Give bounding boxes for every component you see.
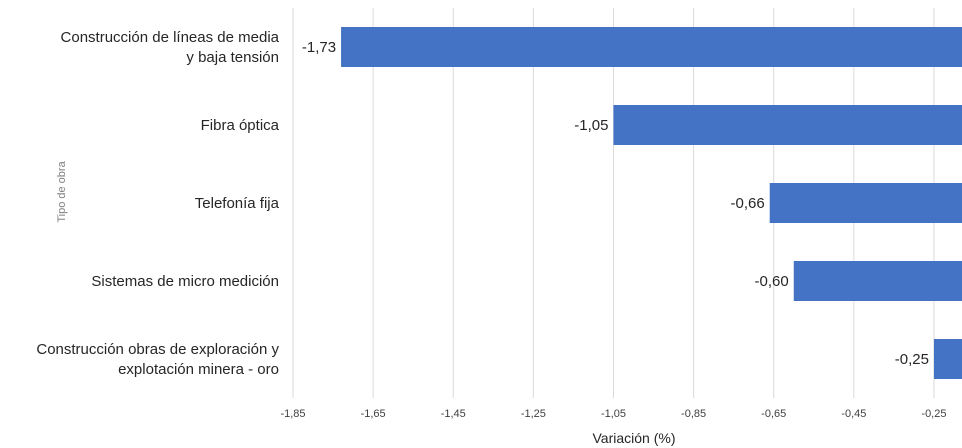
bar bbox=[793, 261, 962, 301]
category-label: Telefonía fija bbox=[195, 195, 280, 212]
x-tick-label: -0,45 bbox=[841, 408, 866, 420]
y-axis-title: Tipo de obra bbox=[56, 160, 68, 222]
bar bbox=[769, 183, 962, 223]
bar bbox=[613, 105, 962, 145]
category-label: Sistemas de micro medición bbox=[91, 273, 279, 290]
x-axis-title: Variación (%) bbox=[593, 430, 676, 446]
bars bbox=[341, 27, 962, 379]
category-label: Fibra óptica bbox=[201, 117, 280, 134]
x-tick-labels: -1,85 -1,65 -1,45 -1,25 -1,05 -0,85 -0,65 -0,45… bbox=[280, 408, 946, 420]
x-tick-label: -1,85 bbox=[280, 408, 305, 420]
data-label: -0,25 bbox=[895, 351, 929, 368]
data-label: -1,73 bbox=[302, 39, 336, 56]
x-tick-label: -0,65 bbox=[761, 408, 786, 420]
data-label: -0,60 bbox=[755, 273, 789, 290]
x-tick-label: -0,25 bbox=[921, 408, 946, 420]
category-label: Construcción de líneas de media y baja te… bbox=[61, 29, 280, 66]
bar bbox=[933, 339, 962, 379]
x-tick-label: -1,05 bbox=[601, 408, 626, 420]
data-label: -1,05 bbox=[574, 117, 608, 134]
x-tick-label: -1,65 bbox=[361, 408, 386, 420]
category-label: Construcción obras de exploración y explo… bbox=[36, 341, 279, 378]
x-tick-label: -1,25 bbox=[521, 408, 546, 420]
x-tick-label: -0,85 bbox=[681, 408, 706, 420]
bar bbox=[341, 27, 962, 67]
category-labels: Construcción de líneas de media y baja te… bbox=[36, 29, 279, 378]
value-labels: -1,73 -1,05 -0,66 -0,60 -0,25 bbox=[302, 39, 929, 368]
x-tick-label: -1,45 bbox=[441, 408, 466, 420]
data-label: -0,66 bbox=[731, 195, 765, 212]
